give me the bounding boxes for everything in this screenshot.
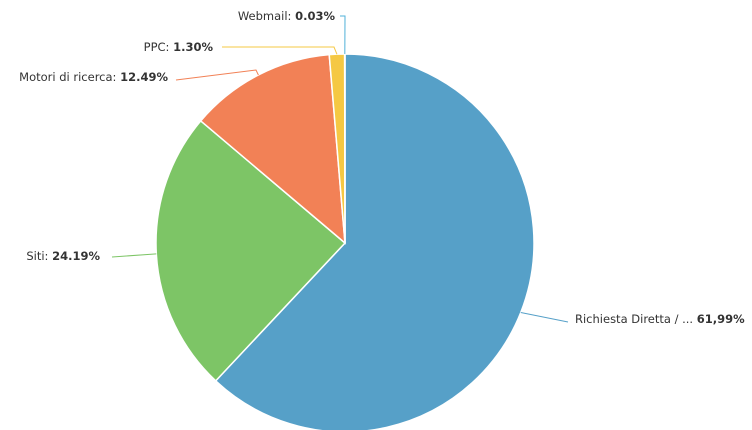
slice [214, 53, 535, 430]
connector [520, 312, 569, 323]
category-label: Siti: [26, 249, 48, 263]
slice-label: Motori di ricerca: 12.49% [19, 70, 168, 84]
category-label: PPC: [144, 40, 170, 54]
value-label: 0.03% [295, 9, 335, 23]
slice-label: Siti: 24.19% [26, 249, 100, 263]
category-label: Motori di ricerca: [19, 70, 116, 84]
connector [111, 253, 157, 258]
slice-label: Webmail: 0.03% [238, 9, 336, 23]
connector [222, 46, 338, 55]
value-label: 12.49% [120, 70, 168, 84]
connector [175, 69, 259, 81]
slice [199, 53, 346, 245]
value-label: 1.30% [173, 40, 213, 54]
slice-label: Richiesta Diretta / ... 61,99% [575, 312, 745, 326]
slice-label: PPC: 1.30% [144, 40, 214, 54]
category-label: Webmail: [238, 9, 292, 23]
value-label: 61,99% [697, 312, 745, 326]
value-label: 24.19% [52, 249, 100, 263]
category-label: Richiesta Diretta / ... [575, 312, 693, 326]
slice [155, 119, 347, 382]
connector [340, 15, 346, 55]
